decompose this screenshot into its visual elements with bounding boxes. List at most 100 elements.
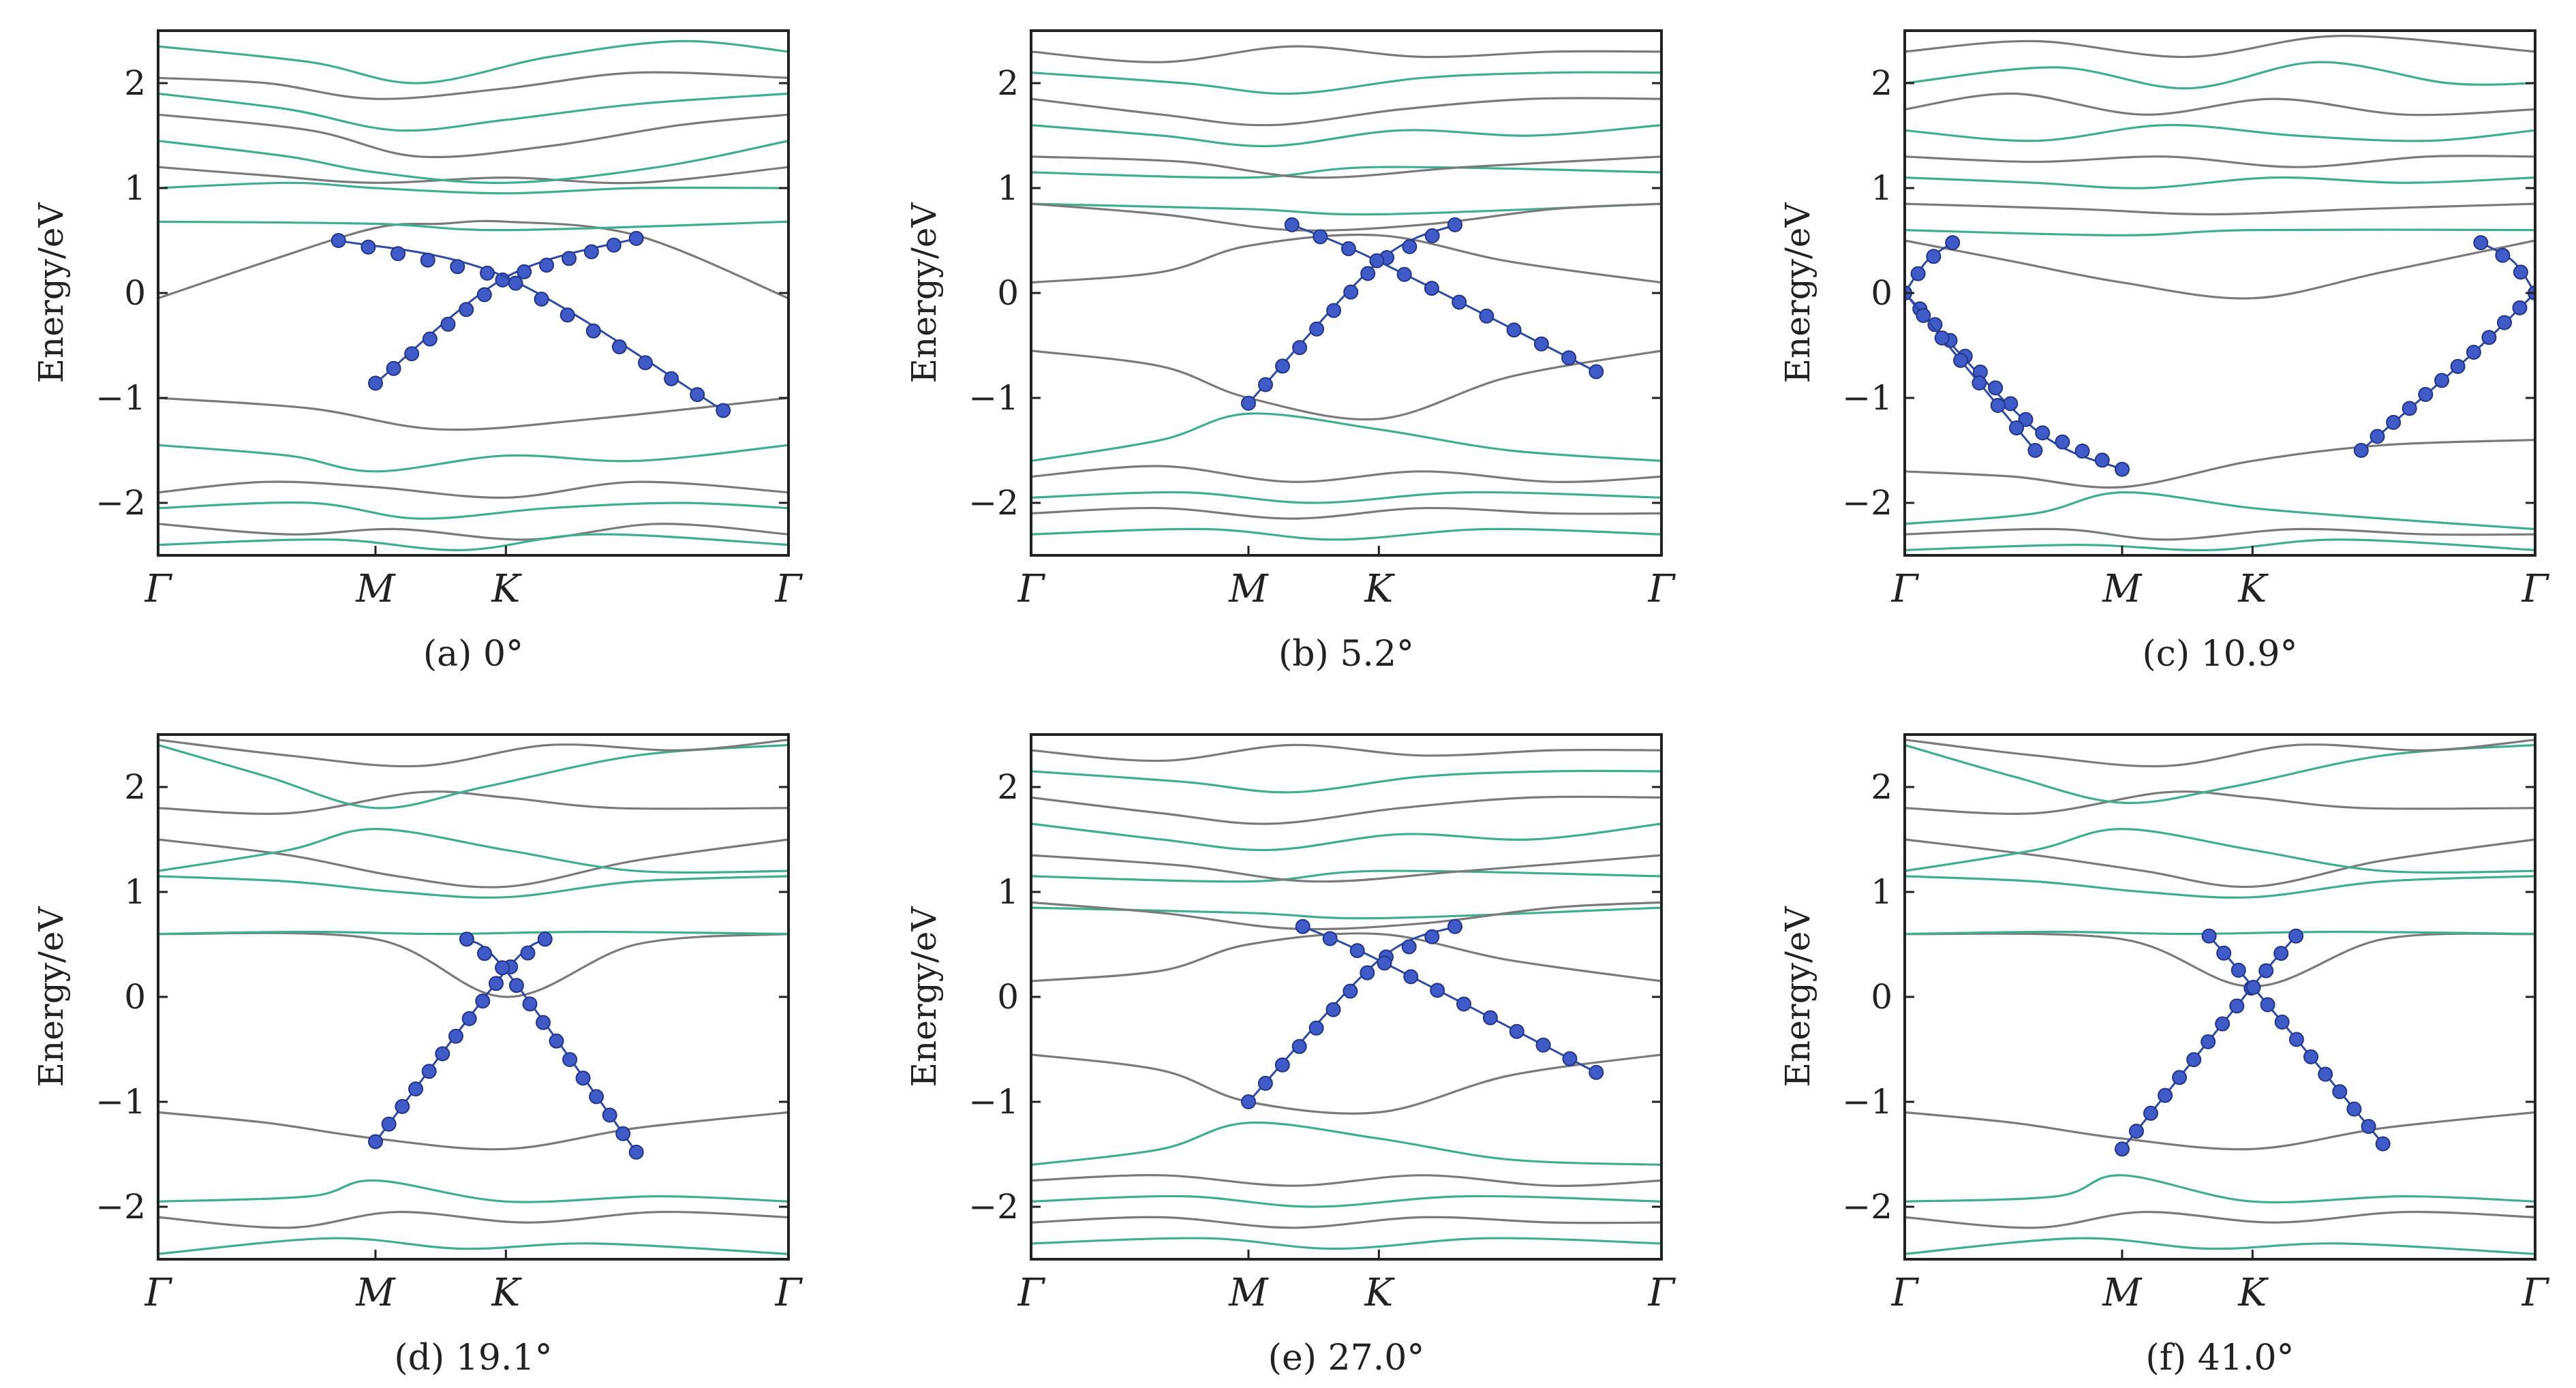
dirac-marker [1447, 217, 1462, 232]
dirac-marker [361, 239, 376, 255]
dirac-marker [459, 302, 474, 318]
dirac-marker [2115, 1141, 2130, 1157]
dirac-marker [534, 292, 549, 307]
dirac-marker [2466, 345, 2481, 360]
y-axis-title: Energy/eV [31, 202, 71, 384]
k-point-label: M [1228, 1271, 1269, 1315]
dirac-marker [2094, 452, 2110, 468]
band-line-10 [1905, 491, 2535, 531]
band-line-4 [1905, 827, 2535, 874]
dirac-marker [2129, 1124, 2144, 1139]
dirac-marker [2055, 434, 2070, 450]
dirac-marker [1401, 939, 1417, 955]
band-line-14 [158, 533, 788, 551]
dirac-marker [404, 346, 420, 362]
dirac-marker [2245, 980, 2261, 995]
band-line-4 [158, 827, 788, 874]
dirac-marker [2303, 1049, 2318, 1064]
dirac-marker [1424, 929, 1440, 944]
dirac-marker [1953, 353, 1968, 368]
plot-area [1905, 35, 2535, 552]
band-line-6 [1905, 92, 2535, 117]
band-line-9 [158, 397, 788, 431]
band-line-9 [1905, 439, 2535, 489]
band-line-5 [1905, 790, 2535, 815]
dirac-marker [1295, 919, 1310, 934]
dirac-marker [395, 1098, 410, 1114]
dirac-marker [2201, 1034, 2216, 1049]
band-line-11 [1031, 1174, 1661, 1187]
band-line-3 [158, 166, 788, 185]
band-line-8 [158, 40, 788, 84]
dirac-marker [575, 1070, 591, 1086]
dirac-marker [628, 1144, 644, 1160]
y-tick-label: −2 [1842, 483, 1892, 523]
band-line-11 [158, 1237, 788, 1255]
k-point-label: K [2237, 1271, 2269, 1315]
band-line-0 [158, 931, 788, 998]
dirac-marker [716, 403, 731, 418]
y-tick-label: 0 [997, 977, 1019, 1017]
dirac-marker [2332, 1084, 2348, 1100]
y-tick-label: −2 [968, 483, 1019, 523]
dirac-marker [408, 1081, 423, 1097]
band-line-6 [158, 743, 788, 809]
plot-area [1905, 739, 2535, 1255]
dirac-marker [1292, 340, 1308, 356]
y-tick-label: −1 [1842, 378, 1892, 418]
y-tick-label: −1 [968, 1082, 1019, 1122]
band-line-13 [158, 523, 788, 541]
dirac-marker [522, 996, 538, 1012]
dirac-marker [1308, 1020, 1324, 1036]
dirac-marker [2230, 962, 2246, 978]
y-tick-label: −1 [968, 378, 1019, 418]
band-line-9 [1031, 743, 1661, 762]
k-point-label: M [1228, 567, 1269, 611]
dirac-marker [1509, 1023, 1524, 1039]
dirac-marker [1360, 266, 1376, 281]
k-point-label: K [1364, 567, 1395, 611]
dirac-marker [2003, 396, 2019, 412]
dirac-band-3 [2360, 292, 2535, 452]
band-line-0 [1905, 239, 2535, 300]
dirac-marker [1479, 308, 1494, 324]
dirac-marker [2074, 444, 2090, 459]
band-line-11 [158, 480, 788, 499]
band-line-12 [1905, 538, 2535, 552]
k-point-label: M [355, 1271, 396, 1315]
band-line-9 [158, 1179, 788, 1203]
dirac-marker [381, 1116, 397, 1132]
band-line-1 [158, 930, 788, 936]
band-line-8 [1905, 35, 2535, 59]
band-line-5 [158, 113, 788, 159]
dirac-marker [390, 246, 405, 262]
band-line-7 [1905, 739, 2535, 768]
band-line-8 [158, 1111, 788, 1151]
band-line-11 [1905, 1237, 2535, 1255]
band-line-6 [1031, 124, 1661, 148]
dirac-marker [2450, 358, 2466, 374]
k-point-label: Γ [144, 567, 173, 611]
k-point-label: Γ [775, 1271, 803, 1315]
band-line-8 [1031, 769, 1661, 794]
dirac-marker [520, 945, 536, 961]
dirac-marker [461, 1011, 477, 1026]
dirac-marker [1482, 1010, 1498, 1025]
dirac-marker [2186, 1052, 2202, 1068]
dirac-marker [1990, 398, 2006, 413]
dirac-marker [368, 1134, 383, 1150]
dirac-marker [2288, 1032, 2304, 1047]
panel-d: −2 −1 0 1 2 Γ M K Γ Energy/eV (d) 19.1° [31, 733, 803, 1378]
band-line-13 [1031, 506, 1661, 520]
k-point-label: M [2102, 567, 2143, 611]
dirac-marker [368, 375, 383, 391]
plot-area [1031, 45, 1661, 541]
band-line-1 [1905, 228, 2535, 236]
dirac-marker [1325, 1002, 1341, 1017]
dirac-marker [2201, 928, 2217, 944]
band-line-9 [1905, 1174, 2535, 1204]
band-line-12 [1031, 1194, 1661, 1208]
k-point-label: K [2237, 567, 2269, 611]
dirac-marker [517, 264, 532, 279]
dirac-marker [1360, 965, 1375, 981]
